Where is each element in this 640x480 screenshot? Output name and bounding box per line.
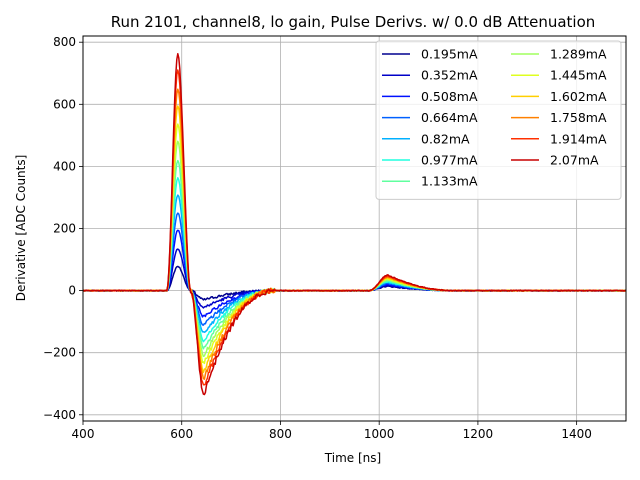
legend-label: 1.914mA [550,131,607,146]
legend-label: 0.664mA [421,110,478,125]
legend-label: 0.352mA [421,68,478,83]
legend: 0.195mA 0.352mA 0.508mA 0.664mA 0.82mA 0.977m… [375,40,622,200]
y-tick-label: 600 [53,97,76,111]
axis-ticks: 400 600 800 1000 1200 1400 −400 −200 0 200 400 600 8… [43,35,592,441]
series-layer [83,53,626,396]
x-tick-label: 600 [170,427,193,441]
x-tick-label: 1400 [561,427,592,441]
legend-label: 0.82mA [421,131,470,146]
legend-label: 1.133mA [421,174,478,189]
y-axis-label: Derivative [ADC Counts] [14,155,28,302]
x-tick-label: 1000 [364,427,395,441]
y-tick-label: 800 [53,35,76,49]
x-tick-label: 400 [72,427,95,441]
y-tick-label: 0 [68,284,76,298]
legend-label: 1.289mA [550,47,607,62]
series-line-2.07mA [83,53,626,396]
chart-title: Run 2101, channel8, lo gain, Pulse Deriv… [111,13,596,31]
y-tick-label: −200 [43,346,76,360]
x-axis-label: Time [ns] [324,451,381,465]
y-tick-label: 200 [53,222,76,236]
legend-label: 0.977mA [421,153,478,168]
legend-label: 1.758mA [550,110,607,125]
y-tick-label: 400 [53,159,76,173]
legend-label: 0.508mA [421,89,478,104]
legend-label: 1.602mA [550,89,607,104]
x-tick-label: 1200 [463,427,494,441]
y-tick-label: −400 [43,408,76,422]
legend-label: 1.445mA [550,68,607,83]
legend-label: 0.195mA [421,47,478,62]
legend-box [375,40,622,200]
legend-label: 2.07mA [550,153,599,168]
x-tick-label: 800 [269,427,292,441]
